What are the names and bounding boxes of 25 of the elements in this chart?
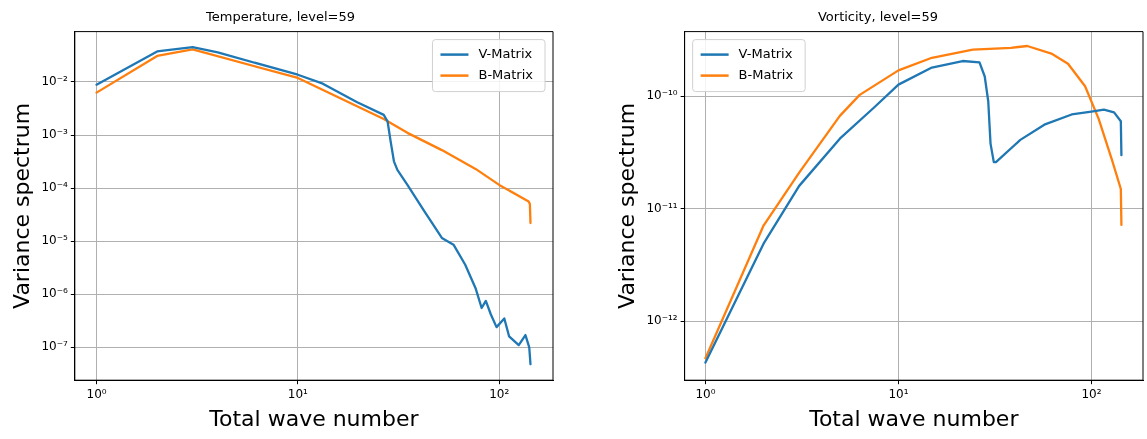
- y-axis-title: Variance spectrum: [613, 102, 639, 309]
- legend-label: B-Matrix: [738, 66, 794, 82]
- y-tick-label: 10⁻³: [41, 127, 68, 142]
- x-axis-title: Total wave number: [208, 405, 420, 431]
- y-tick-label: 10⁻⁶: [41, 286, 68, 301]
- legend-label: B-Matrix: [478, 66, 534, 82]
- y-tick-label: 10⁻⁷: [41, 339, 68, 354]
- chart-title: Vorticity, level=59: [817, 9, 939, 25]
- x-axis-title: Total wave number: [808, 405, 1020, 431]
- x-tick-label: 10¹: [287, 386, 309, 401]
- legend-label: V-Matrix: [738, 45, 793, 61]
- y-tick-label: 10⁻¹¹: [646, 200, 678, 215]
- y-tick-label: 10⁻⁵: [41, 233, 68, 248]
- x-tick-label: 10¹: [888, 386, 909, 401]
- x-tick-label: 10²: [489, 386, 510, 401]
- legend-label: V-Matrix: [478, 45, 533, 61]
- x-tick-label: 10⁰: [86, 386, 107, 401]
- y-tick-label: 10⁻¹²: [646, 313, 678, 328]
- y-tick-label: 10⁻¹⁰: [646, 88, 678, 103]
- y-axis-title: Variance spectrum: [8, 102, 34, 309]
- x-tick-label: 10²: [1081, 386, 1102, 401]
- y-tick-label: 10⁻²: [41, 74, 68, 89]
- y-tick-label: 10⁻⁴: [41, 180, 68, 195]
- x-tick-label: 10⁰: [695, 386, 716, 401]
- chart-title: Temperature, level=59: [205, 9, 355, 25]
